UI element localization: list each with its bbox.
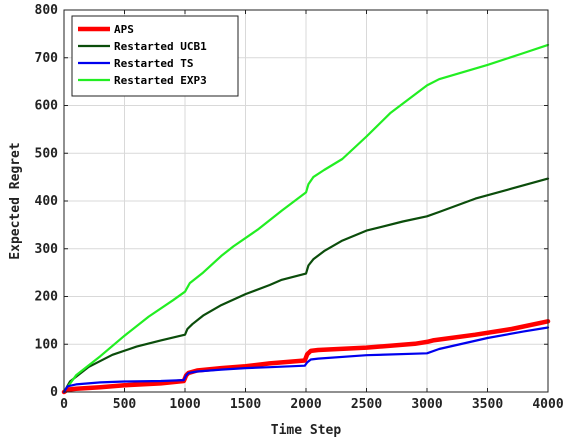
legend-label-restarted-ts: Restarted TS <box>114 57 193 70</box>
y-tick-label: 300 <box>35 242 59 257</box>
x-tick-label: 0 <box>60 397 68 412</box>
x-tick-label: 2500 <box>351 397 382 412</box>
series-line-restarted-ts <box>62 326 550 394</box>
series-layer <box>61 43 551 395</box>
legend-label-restarted-exp3: Restarted EXP3 <box>114 74 207 87</box>
y-tick-label: 100 <box>35 337 59 352</box>
series-line-restarted-ucb1 <box>62 177 550 394</box>
y-tick-label: 700 <box>35 51 59 66</box>
x-tick-label: 2000 <box>290 397 321 412</box>
x-tick-label: 1500 <box>230 397 261 412</box>
tick-layer: 0 500 1000 1500 2000 2500 3000 3500 4000 0 100 200 3… <box>35 3 564 412</box>
y-tick-label: 800 <box>35 3 59 18</box>
x-axis-label: Time Step <box>271 423 342 438</box>
x-tick-label: 500 <box>113 397 137 412</box>
series-line-aps <box>61 319 551 395</box>
y-tick-label: 400 <box>35 194 59 209</box>
y-tick-label: 600 <box>35 99 59 114</box>
y-tick-label: 500 <box>35 146 59 161</box>
legend-label-restarted-ucb1: Restarted UCB1 <box>114 40 207 53</box>
x-tick-label: 1000 <box>169 397 200 412</box>
series-line-restarted-exp3 <box>62 43 550 394</box>
x-tick-label: 4000 <box>532 397 563 412</box>
legend: APS Restarted UCB1 Restarted TS Restarted E… <box>71 15 239 97</box>
x-tick-label: 3000 <box>411 397 442 412</box>
y-axis-label: Expected Regret <box>8 142 23 259</box>
x-tick-label: 3500 <box>472 397 503 412</box>
y-tick-label: 0 <box>50 385 58 400</box>
y-tick-label: 200 <box>35 290 59 305</box>
legend-label-aps: APS <box>114 23 134 36</box>
